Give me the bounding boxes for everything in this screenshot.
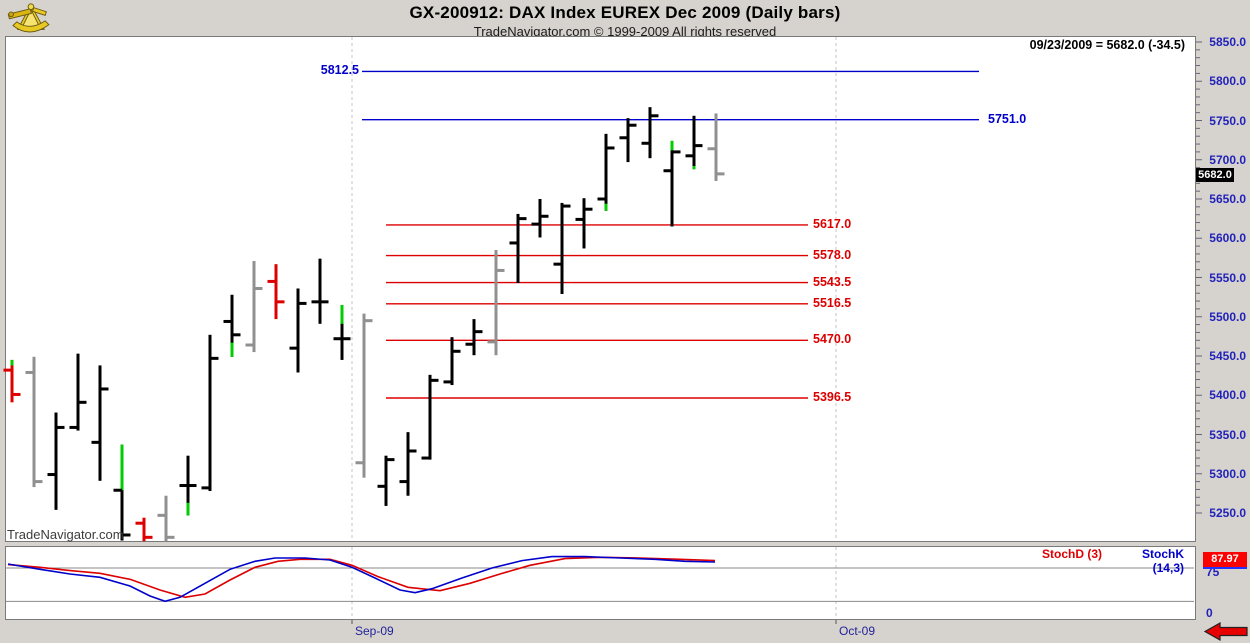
stochd-indicator-label: StochD (3) [1042,547,1102,561]
price-axis-label: 5450.0 [1209,349,1246,363]
stoch-value-badge: 87.97 [1203,552,1247,569]
price-axis-label: 5700.0 [1209,152,1246,167]
resistance-level-label: 5751.0 [988,111,1027,126]
price-axis-label: 5850.0 [1209,35,1246,49]
price-axis-label: 5800.0 [1209,74,1246,89]
support-level-label: 5516.5 [813,295,852,310]
stochk-indicator-label: StochK (14,3) [1142,547,1184,575]
last-quote-readout: 09/23/2009 = 5682.0 (-34.5) [1029,38,1185,52]
time-axis-label-oct: Oct-09 [839,624,876,638]
scroll-left-arrow-icon[interactable] [1203,621,1249,642]
price-axis-label: 5600.0 [1209,231,1246,246]
current-price-badge: 5682.0 [1196,168,1234,182]
support-level-label: 5396.5 [813,389,852,404]
price-axis-label: 5500.0 [1209,309,1246,324]
support-level-label: 5470.0 [813,332,852,347]
support-level-label: 5543.5 [813,274,852,289]
price-axis-label: 5300.0 [1209,466,1246,481]
chart-header: GX-200912: DAX Index EUREX Dec 2009 (Dai… [0,0,1250,39]
resistance-level-label: 5812.5 [320,63,359,78]
stoch-axis-0-label: 0 [1206,606,1213,620]
price-axis-label: 5350.0 [1209,427,1246,442]
chart-title: GX-200912: DAX Index EUREX Dec 2009 (Dai… [409,3,841,22]
sextant-logo-icon [7,3,50,33]
price-axis-label: 5750.0 [1209,113,1246,128]
price-axis-label: 5650.0 [1209,192,1246,206]
copyright-subtitle: TradeNavigator.com © 1999-2009 All right… [473,24,777,39]
price-axis-label: 5550.0 [1209,270,1246,285]
time-axis-label-sep: Sep-09 [355,624,394,638]
price-axis-label: 5250.0 [1209,506,1246,520]
chart-watermark: TradeNavigator.com [7,527,124,542]
price-axis-label: 5400.0 [1209,388,1246,403]
stochastic-panel[interactable] [5,546,1196,620]
support-level-label: 5578.0 [813,247,852,262]
support-level-label: 5617.0 [813,216,852,231]
